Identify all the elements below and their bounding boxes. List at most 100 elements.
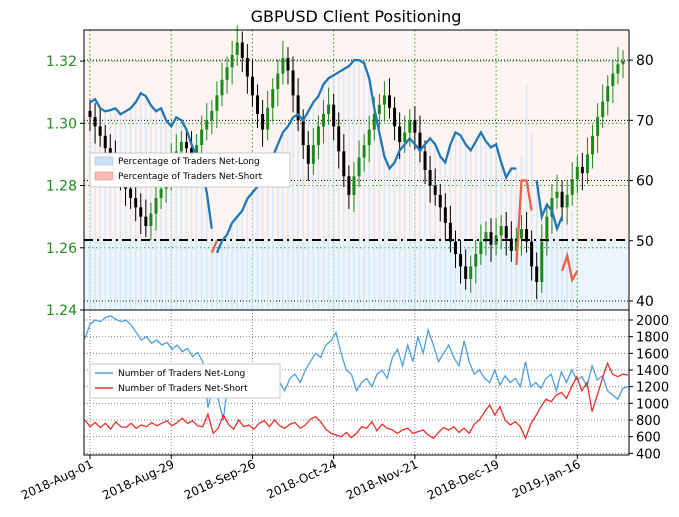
candle-body	[281, 58, 285, 74]
candle-body	[540, 241, 544, 282]
candle-body	[240, 42, 244, 58]
candle-body	[256, 95, 260, 114]
top-legend: Percentage of Traders Net-Long Percentag…	[89, 152, 291, 188]
net-short-legend-label: Percentage of Traders Net-Short	[118, 172, 263, 182]
candle-body	[261, 114, 265, 130]
net-short-count-line	[84, 361, 629, 441]
net-long-legend-swatch	[94, 156, 114, 166]
candle-body	[179, 142, 183, 152]
candle-body	[514, 238, 518, 251]
candle-body	[210, 110, 214, 121]
candle-body	[519, 229, 523, 239]
candle-body	[555, 191, 559, 198]
candle-body	[448, 222, 452, 242]
candle-body	[250, 76, 254, 96]
candle-body	[306, 145, 310, 164]
candle-body	[464, 266, 468, 279]
candle-body	[403, 132, 407, 142]
candle-body	[387, 95, 391, 108]
candle-body	[545, 216, 549, 242]
candle-body	[616, 64, 620, 74]
date-tick-label: 2018-Nov-21	[344, 457, 420, 502]
candle-body	[144, 216, 148, 226]
candle-body	[245, 58, 249, 77]
candle-body	[408, 120, 412, 133]
candle-body	[560, 191, 564, 208]
candle-body	[342, 151, 346, 177]
candle-body	[489, 232, 493, 245]
bottom-legend: Number of Traders Net-Long Number of Tra…	[89, 363, 281, 399]
candle-body	[220, 79, 224, 96]
candle-body	[479, 241, 483, 254]
count-tick-label: 1800	[636, 331, 669, 346]
count-tick-label: 1600	[636, 347, 669, 362]
candle-body	[129, 188, 133, 198]
net-long-legend-label: Percentage of Traders Net-Long	[118, 157, 260, 167]
candle-body	[103, 135, 107, 149]
candle-body	[474, 254, 478, 267]
candle-body	[621, 61, 625, 65]
count-tick-label: 1000	[636, 397, 669, 412]
candle-body	[139, 207, 143, 217]
price-axis-ticks: 1.24 1.26 1.28 1.30 1.32	[46, 54, 84, 319]
bottom-plot-frame	[83, 309, 630, 456]
net-short-legend-swatch	[94, 171, 114, 181]
net-long-count-legend-label: Number of Traders Net-Long	[118, 369, 245, 379]
candle-body	[327, 104, 331, 114]
bottom-legend-box	[89, 363, 281, 399]
top-legend-box	[89, 152, 291, 188]
candle-body	[347, 176, 351, 195]
percentage-axis-ticks: 40 50 60 70 80	[629, 53, 654, 310]
candle-body	[372, 114, 376, 130]
candle-body	[154, 198, 158, 214]
top-panel: 1.24 1.26 1.28 1.30 1.32 40 50 60 70 80 Percenta…	[46, 25, 654, 319]
date-tick-label: 2018-Dec-19	[425, 457, 501, 503]
candle-body	[235, 42, 239, 55]
trader-count-lines	[84, 315, 629, 441]
candle-body	[438, 194, 442, 208]
price-tick-label: 1.30	[46, 116, 77, 132]
candle-body	[550, 198, 554, 217]
candle-body	[418, 132, 422, 152]
date-tick-label: 2019-Jan-16	[510, 457, 583, 501]
candle-body	[459, 254, 463, 267]
percentage-tick-label: 60	[636, 174, 654, 190]
net-long-count-line	[84, 315, 629, 421]
candle-body	[585, 154, 589, 174]
date-tick-label: 2018-Oct-24	[265, 457, 339, 502]
percentage-tick-label: 70	[636, 113, 654, 129]
candle-body	[134, 198, 138, 208]
candle-body	[276, 73, 280, 90]
candle-body	[591, 135, 595, 155]
candle-body	[428, 170, 432, 186]
count-tick-label: 1400	[636, 364, 669, 379]
count-tick-label: 800	[636, 414, 661, 429]
date-tick-label: 2018-Sep-26	[182, 457, 258, 502]
candle-body	[362, 145, 366, 158]
candle-body	[88, 110, 92, 118]
candle-body	[530, 241, 534, 267]
percentage-tick-label: 50	[636, 234, 654, 250]
candle-body	[271, 89, 275, 108]
candle-body	[296, 95, 300, 121]
candle-body	[382, 95, 386, 105]
candle-body	[484, 232, 488, 242]
candle-body	[398, 126, 402, 142]
price-tick-label: 1.32	[46, 54, 77, 70]
candle-body	[504, 226, 508, 239]
candle-body	[606, 86, 610, 102]
candle-body	[332, 104, 336, 127]
candle-body	[322, 114, 326, 127]
price-tick-label: 1.24	[46, 303, 77, 319]
candle-body	[352, 176, 356, 195]
candle-body	[535, 266, 539, 282]
candle-body	[357, 157, 361, 177]
price-tick-label: 1.26	[46, 241, 77, 257]
net-long-percentage-line	[89, 91, 213, 229]
candle-body	[301, 120, 305, 146]
candle-body	[499, 226, 503, 236]
candle-body	[570, 179, 574, 195]
candle-body	[443, 207, 447, 223]
price-tick-label: 1.28	[46, 179, 77, 195]
